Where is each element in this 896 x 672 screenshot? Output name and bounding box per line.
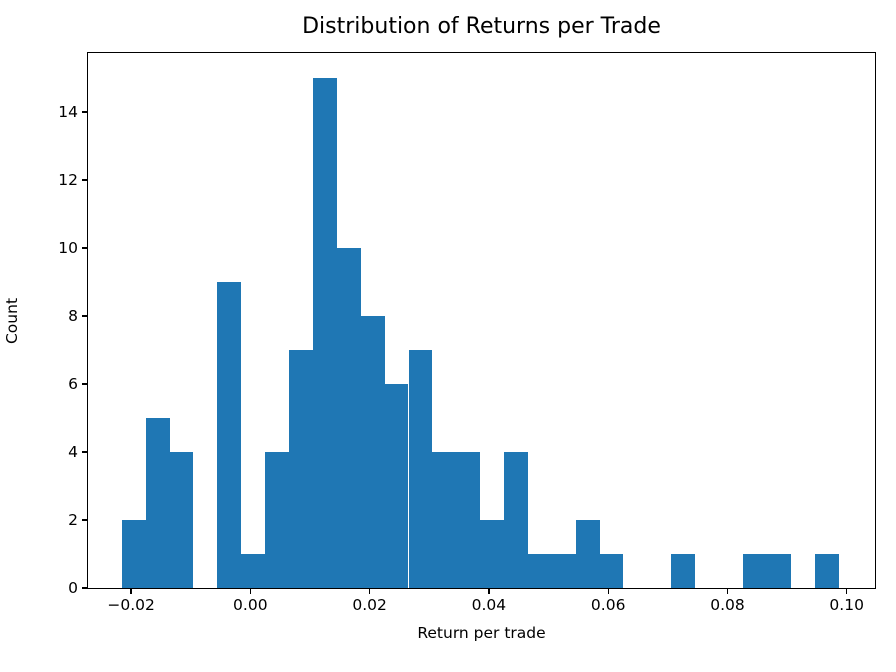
- y-tick-label: 2: [68, 511, 78, 529]
- y-tick-label: 10: [58, 239, 78, 258]
- y-tick-label: 12: [58, 171, 78, 190]
- histogram-bar: [766, 554, 791, 588]
- histogram-bar: [360, 316, 385, 588]
- histogram-bar: [599, 554, 624, 588]
- histogram-bar: [528, 554, 552, 588]
- y-tick-mark: [82, 383, 88, 385]
- y-tick-label: 6: [68, 375, 78, 394]
- x-tick-label: 0.08: [710, 596, 745, 614]
- histogram-bar: [312, 78, 337, 588]
- histogram-bar: [551, 554, 576, 588]
- histogram-bar: [504, 452, 528, 588]
- histogram-bar: [289, 350, 313, 588]
- x-tick-label: 0.02: [352, 596, 387, 614]
- x-axis-label: Return per trade: [417, 624, 546, 642]
- y-tick-mark: [82, 179, 88, 181]
- y-tick-mark: [82, 587, 88, 589]
- y-tick-label: 0: [68, 579, 78, 597]
- x-tick-mark: [249, 588, 251, 594]
- histogram-bar: [432, 452, 457, 588]
- y-tick-mark: [82, 519, 88, 521]
- histogram-bar: [480, 520, 505, 588]
- x-tick-label: −0.02: [107, 596, 155, 614]
- histogram-bar: [241, 554, 266, 588]
- y-tick-mark: [82, 111, 88, 113]
- histogram-bar: [265, 452, 289, 588]
- histogram-bar: [217, 282, 242, 588]
- x-tick-mark: [488, 588, 490, 594]
- histogram-bar: [408, 350, 433, 588]
- x-tick-mark: [726, 588, 729, 594]
- histogram-bar: [169, 452, 194, 588]
- histogram-bar: [336, 248, 361, 588]
- x-tick-mark: [130, 588, 132, 594]
- y-tick-label: 4: [68, 443, 78, 461]
- histogram-bar: [575, 520, 600, 588]
- y-tick-label: 8: [68, 307, 78, 326]
- histogram-bar: [814, 554, 839, 588]
- plot-area: [88, 53, 875, 588]
- x-tick-label: 0.06: [590, 596, 626, 614]
- y-tick-mark: [82, 315, 88, 317]
- y-tick-label: 14: [58, 103, 78, 122]
- x-tick-label: 0.00: [233, 596, 268, 614]
- x-tick-label: 0.10: [829, 596, 864, 614]
- histogram-bar: [121, 520, 146, 588]
- y-tick-mark: [82, 247, 88, 249]
- x-tick-mark: [846, 588, 848, 594]
- x-tick-label: 0.04: [471, 596, 507, 614]
- histogram-bar: [671, 554, 696, 588]
- x-tick-mark: [368, 588, 371, 594]
- histogram-bar: [145, 418, 170, 588]
- histogram-bar: [743, 554, 767, 588]
- y-tick-mark: [82, 451, 88, 453]
- x-tick-mark: [607, 588, 609, 594]
- histogram-bar: [456, 452, 481, 588]
- histogram-bar: [384, 384, 409, 588]
- chart-title: Distribution of Returns per Trade: [302, 14, 661, 39]
